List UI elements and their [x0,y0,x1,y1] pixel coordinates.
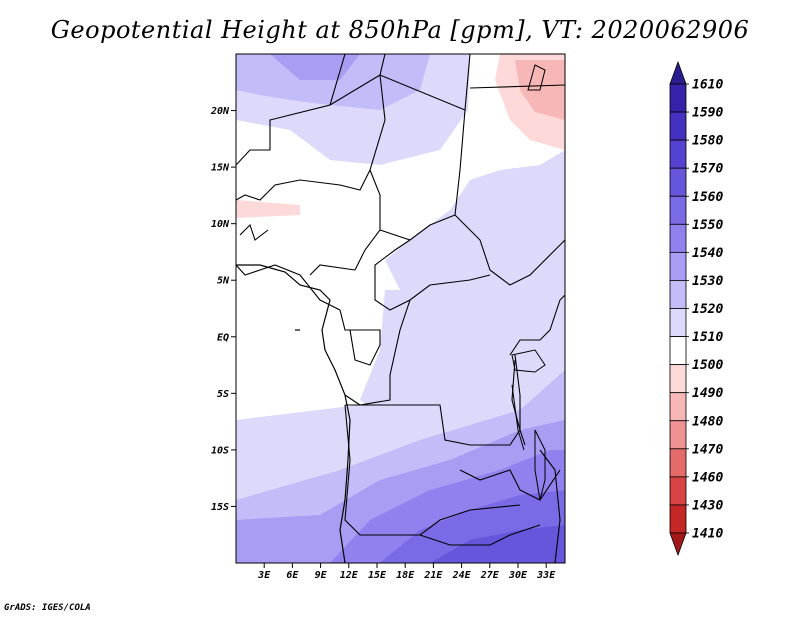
colorbar-segment [669,195,687,225]
lat-tick-label: 15N [211,163,230,174]
colorbar-level-label: 1570 [692,162,723,177]
lat-tick-label: 10N [211,219,230,230]
coastline [236,264,351,563]
colorbar-level-label: 1540 [692,246,723,261]
colorbar-segment [669,111,687,141]
lon-tick-label: 21E [423,570,443,581]
lon-tick-label: 24E [452,570,472,581]
colorbar-segment [669,364,687,394]
lat-tick-label: 5N [217,276,230,287]
lon-tick-label: 9E [315,570,328,581]
map-title: Geopotential Height at 850hPa [gpm], VT:… [50,16,750,44]
colorbar-segment [669,420,687,450]
height-field [236,54,565,563]
colorbar-level-label: 1430 [692,498,723,513]
colorbar-segment [669,251,687,281]
colorbar-level-label: 1580 [692,134,723,149]
lon-tick-label: 6E [286,570,299,581]
colorbar-segment [669,280,687,309]
colorbar-bottom-triangle [669,532,687,557]
lat-tick-label: 10S [211,445,229,456]
colorbar-segment [669,504,687,534]
colorbar-segment [669,448,687,478]
lon-tick-label: 30E [508,570,528,581]
colorbar-level-label: 1500 [692,358,723,373]
colorbar-level-label: 1460 [692,470,723,485]
software-credit: GrADS: IGES/COLA [4,603,91,613]
latitude-ticks: 20N 15N 10N 5N EQ 5S 10S 15S [210,106,236,513]
colorbar-level-label: 1490 [692,386,723,401]
lakes [511,64,546,501]
lat-tick-label: 5S [217,389,229,400]
lat-tick-label: 15S [211,502,229,513]
colorbar-top-triangle [669,60,687,85]
colorbar-level-label: 1410 [692,527,723,542]
lat-tick-label: EQ [217,332,229,343]
lat-tick-label: 20N [210,106,230,117]
colorbar-segment [669,392,687,422]
colorbar-segment [669,476,687,506]
lon-tick-label: 12E [340,570,359,581]
colorbar-segment [669,167,687,197]
colorbar: 1610 1590 1580 1570 1560 1550 1540 1530 1520 1510… [669,60,723,557]
colorbar-level-label: 1590 [692,106,723,121]
longitude-ticks: 3E 6E 9E 12E 15E 18E 21E 24E 27E 30E 33E [257,563,556,581]
lon-tick-label: 27E [480,570,500,581]
colorbar-segment [669,308,687,337]
colorbar-level-label: 1470 [692,442,723,457]
lon-tick-label: 3E [257,570,271,581]
colorbar-segment [669,139,687,169]
lon-tick-label: 18E [396,570,415,581]
colorbar-level-label: 1510 [692,330,723,345]
colorbar-level-label: 1480 [692,414,723,429]
colorbar-segment [669,223,687,253]
colorbar-level-label: 1610 [692,78,723,93]
colorbar-level-label: 1520 [692,302,723,317]
colorbar-level-label: 1560 [692,190,723,205]
colorbar-segment [669,83,687,113]
colorbar-level-label: 1550 [692,218,723,233]
colorbar-segment [669,336,687,366]
colorbar-level-label: 1530 [692,274,723,289]
lon-tick-label: 15E [368,570,387,581]
map-frame [235,53,566,564]
lon-tick-label: 33E [536,570,556,581]
